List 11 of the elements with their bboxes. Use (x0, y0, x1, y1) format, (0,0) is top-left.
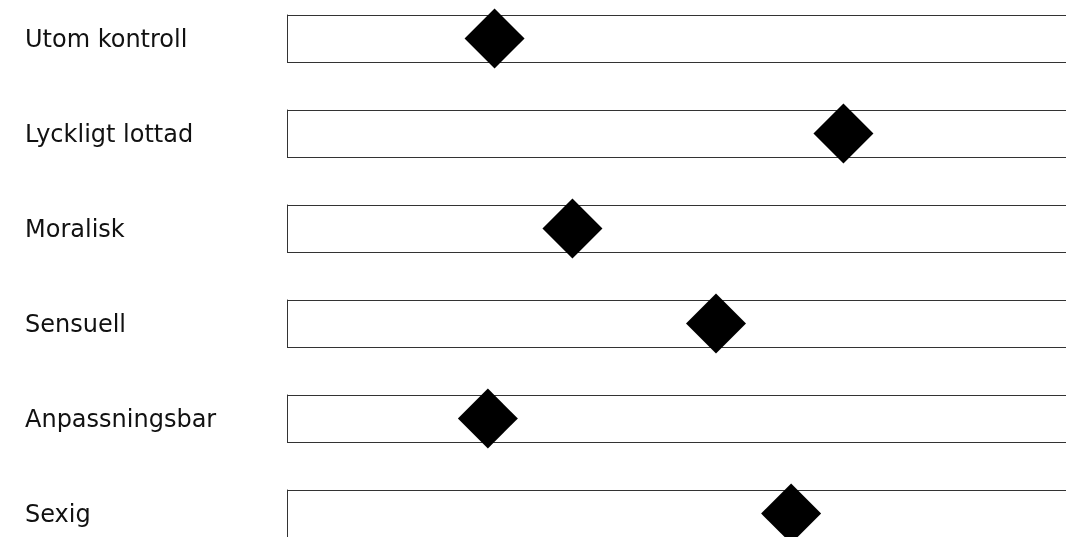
y-tick-label: Lyckligt lottad (25, 119, 194, 148)
point (457, 388, 518, 449)
y-tick-label: Anpassningsbar (25, 404, 217, 433)
point (686, 293, 747, 354)
y-tick-label: Utom kontroll (25, 24, 188, 53)
point (813, 103, 874, 164)
point (542, 198, 603, 259)
point (464, 8, 525, 69)
y-tick-label: Sensuell (25, 309, 127, 338)
y-tick-label: Moralisk (25, 214, 125, 243)
y-tick-label: Sexig (25, 499, 91, 528)
